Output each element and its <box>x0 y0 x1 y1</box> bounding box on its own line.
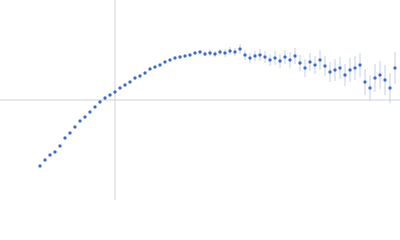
point <box>53 150 57 154</box>
point <box>278 59 282 63</box>
point <box>323 64 327 68</box>
point <box>288 58 292 62</box>
point <box>133 76 137 80</box>
point <box>373 76 377 80</box>
point <box>383 78 387 82</box>
chart <box>0 0 400 200</box>
point <box>268 58 272 62</box>
point <box>183 54 187 58</box>
point <box>168 58 172 62</box>
point <box>263 55 267 59</box>
point <box>58 144 62 148</box>
point <box>208 51 212 55</box>
point <box>273 56 277 60</box>
point <box>213 52 217 56</box>
point <box>98 100 102 104</box>
point <box>68 131 72 135</box>
point <box>378 73 382 77</box>
point <box>248 56 252 60</box>
point <box>78 119 82 123</box>
point <box>393 66 397 70</box>
point <box>93 105 97 109</box>
point <box>253 54 257 58</box>
point <box>258 53 262 57</box>
point <box>333 68 337 72</box>
point <box>73 125 77 129</box>
point <box>108 93 112 97</box>
point <box>298 61 302 65</box>
point <box>318 58 322 62</box>
point <box>368 86 372 90</box>
point <box>143 71 147 75</box>
point <box>113 90 117 94</box>
point <box>153 65 157 69</box>
point <box>148 67 152 71</box>
point <box>223 51 227 55</box>
point <box>348 68 352 72</box>
point <box>203 52 207 56</box>
point <box>48 153 52 157</box>
point <box>293 54 297 58</box>
point <box>233 50 237 54</box>
point <box>83 115 87 119</box>
point <box>303 66 307 70</box>
point <box>88 110 92 114</box>
point <box>243 53 247 57</box>
point <box>328 70 332 74</box>
point <box>238 47 242 51</box>
point <box>198 50 202 54</box>
point <box>193 51 197 55</box>
point <box>218 50 222 54</box>
point <box>123 83 127 87</box>
point <box>358 63 362 67</box>
point <box>103 96 107 100</box>
point <box>158 63 162 67</box>
point <box>338 66 342 70</box>
point <box>188 53 192 57</box>
point <box>313 63 317 67</box>
point <box>308 60 312 64</box>
point <box>228 49 232 53</box>
point <box>173 56 177 60</box>
point <box>353 66 357 70</box>
point <box>343 73 347 77</box>
point <box>178 55 182 59</box>
point <box>43 158 47 162</box>
point <box>138 74 142 78</box>
point <box>118 86 122 90</box>
point <box>283 55 287 59</box>
point <box>38 164 42 168</box>
point <box>163 60 167 64</box>
point <box>63 136 67 140</box>
point <box>363 80 367 84</box>
point <box>128 80 132 84</box>
point <box>388 86 392 90</box>
